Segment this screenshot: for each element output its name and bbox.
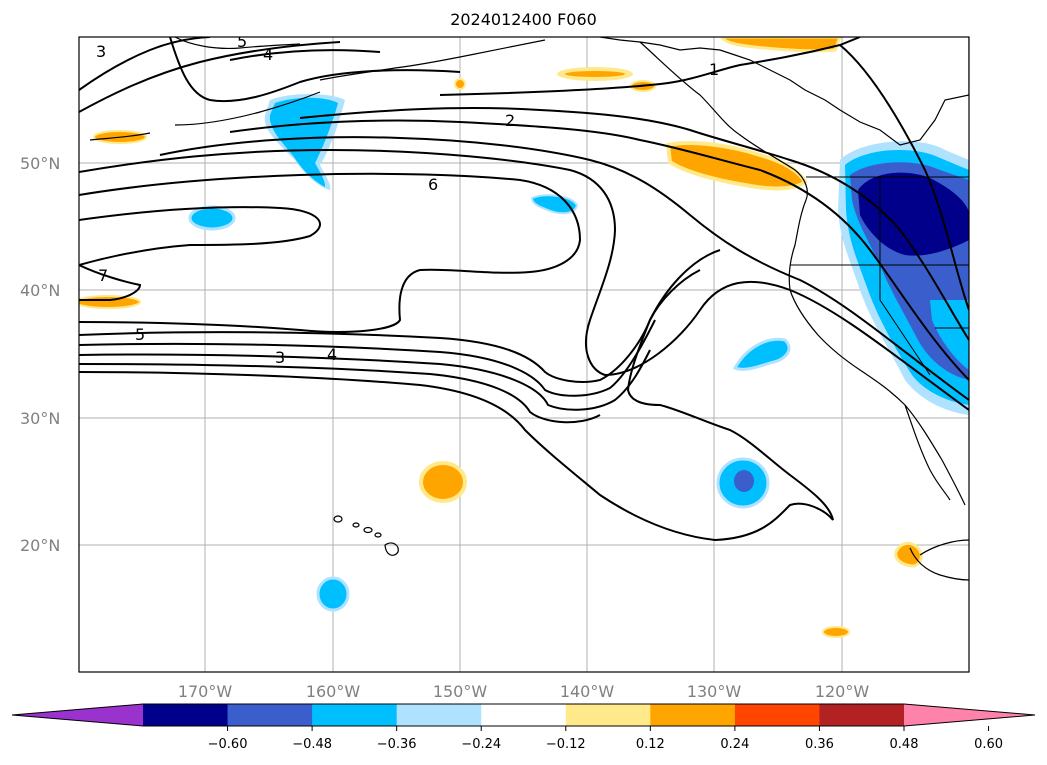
shade-orange-top <box>720 37 842 53</box>
shaded-field <box>79 37 969 638</box>
contour-1b <box>839 44 969 311</box>
contour-6 <box>79 172 582 333</box>
colorbar-segment <box>481 704 567 726</box>
colorbar-tick-label: 0.24 <box>720 737 749 752</box>
contour-upper-2 <box>79 41 341 113</box>
shade-blue-small-3 <box>732 337 791 371</box>
lon-label-140w: 140°W <box>560 682 615 701</box>
contour-s2 <box>79 319 656 397</box>
contour-5 <box>79 148 969 411</box>
contour-s3 <box>79 349 651 411</box>
shade-blue-small-1 <box>188 205 236 231</box>
coast-us-west <box>788 199 966 506</box>
lat-label-30: 30°N <box>20 409 60 428</box>
shade-blue-small-5 <box>316 576 350 612</box>
contour-label-group: 3 5 4 1 2 6 7 5 3 4 <box>96 32 719 367</box>
coastlines <box>89 37 969 581</box>
contour-3 <box>229 119 969 381</box>
lon-label-170w: 170°W <box>178 682 233 701</box>
lat-label-50: 50°N <box>20 154 60 173</box>
colorbar-segment <box>312 704 398 726</box>
shade-orange-south <box>822 626 850 638</box>
lon-label-120w: 120°W <box>815 682 870 701</box>
contour-label-6: 6 <box>428 175 438 194</box>
coast-mexico <box>909 539 969 581</box>
colorbar-tick-label: −0.48 <box>292 737 332 752</box>
colorbar-tick-label: 0.60 <box>974 737 1003 752</box>
colorbar-tick-label: 0.48 <box>890 737 919 752</box>
lat-label-20: 20°N <box>20 536 60 555</box>
colorbar-segment <box>143 704 229 726</box>
colorbar-segment <box>650 704 736 726</box>
contour-label-1: 1 <box>709 60 719 79</box>
map-frame <box>78 36 970 673</box>
contour-7b <box>79 264 142 301</box>
shade-darkblue-west <box>858 172 969 256</box>
colorbar-segment <box>734 704 820 726</box>
contour-label-3: 3 <box>275 348 285 367</box>
contour-label-3-top: 3 <box>96 42 106 61</box>
colorbar: −0.60 −0.48 −0.36 −0.24 −0.12 0.12 0.24 0.36 0.4… <box>11 703 1036 752</box>
shade-orange-alaska <box>565 71 625 77</box>
contour-label-2: 2 <box>505 111 515 130</box>
lon-label-160w: 160°W <box>306 682 361 701</box>
colorbar-tick-label: −0.24 <box>461 737 501 752</box>
coast-baja <box>904 404 951 501</box>
shade-orange-mexico <box>894 541 923 568</box>
colorbar-segment <box>227 704 313 726</box>
colorbar-tick-label: 0.12 <box>636 737 665 752</box>
lat-label-40: 40°N <box>20 281 60 300</box>
contour-label-5: 5 <box>135 325 145 344</box>
shade-orange-hawaii <box>419 461 467 503</box>
contour-4 <box>159 136 969 401</box>
coast-alaska-panhandle <box>639 41 808 201</box>
colorbar-extend-high <box>904 704 1035 726</box>
lon-label-130w: 130°W <box>687 682 742 701</box>
coast-north-america <box>599 37 969 146</box>
colorbar-extend-low <box>12 704 143 726</box>
lon-label-150w: 150°W <box>433 682 488 701</box>
contour-1 <box>439 37 861 96</box>
contour-s4 <box>79 363 601 424</box>
latitude-labels: 50°N 40°N 30°N 20°N <box>20 154 60 555</box>
contour-upper-1 <box>79 37 211 91</box>
contour-label-4: 4 <box>327 345 337 364</box>
contour-upper-4 <box>229 49 381 61</box>
contour-lines <box>79 37 969 542</box>
shade-medblue-small-4 <box>734 470 754 492</box>
hawaii-islands <box>333 515 399 556</box>
colorbar-segment <box>565 704 651 726</box>
contour-label-7: 7 <box>98 266 108 285</box>
shade-blue-small-2 <box>530 194 579 215</box>
coast-aleutian <box>89 37 321 141</box>
colorbar-tick-label: −0.60 <box>208 737 248 752</box>
contour-2 <box>299 107 969 341</box>
colorbar-segment <box>396 704 482 726</box>
shade-yellow-dot <box>454 78 466 90</box>
contour-upper-3 <box>169 37 461 103</box>
colorbar-segment <box>819 704 905 726</box>
shade-blue-gulf-inner <box>269 97 338 187</box>
map-title: 2024012400 F060 <box>450 10 597 29</box>
contour-s5 <box>79 249 834 542</box>
contour-label-5-top: 5 <box>237 32 247 51</box>
contour-label-4-top: 4 <box>263 45 273 64</box>
colorbar-tick-label: −0.36 <box>377 737 417 752</box>
shade-blue-west-south <box>930 300 969 370</box>
contour-7 <box>79 206 321 266</box>
longitude-labels: 170°W 160°W 150°W 140°W 130°W 120°W <box>178 682 870 701</box>
shade-orange-west <box>79 295 141 309</box>
coast-alaska-south <box>319 39 546 81</box>
colorbar-tick-label: −0.12 <box>546 737 586 752</box>
colorbar-tick-label: 0.36 <box>805 737 834 752</box>
